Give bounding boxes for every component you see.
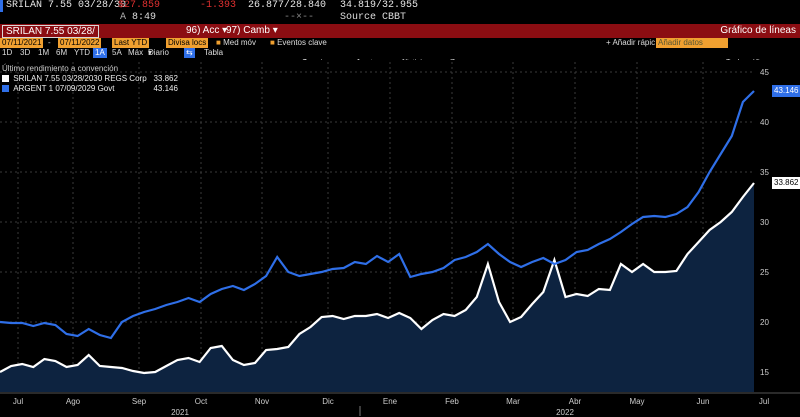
y-tick-label: 25 (760, 268, 769, 277)
edit-menu[interactable]: 97) Camb ▾ (226, 25, 278, 36)
actions-label: 96) Acc (186, 25, 220, 36)
legend-item[interactable]: SRILAN 7.55 03/28/2030 REGS Corp 33.862 (2, 74, 178, 84)
legend-swatch-argent (2, 85, 9, 92)
year-label: 2021 (171, 408, 189, 417)
time-text: 8:49 (132, 12, 157, 23)
range-ytd[interactable]: YTD (74, 48, 90, 57)
bid-ask-text: 26.877/28.840 (248, 0, 327, 11)
plus-icon: + (606, 38, 611, 47)
add-data-field[interactable]: Añadir datos (656, 38, 728, 48)
y-tick-label: 30 (760, 218, 769, 227)
x-tick-label: Oct (195, 397, 208, 406)
legend-value: 43.146 (153, 84, 178, 93)
legend: Último rendimiento a convención SRILAN 7… (2, 64, 178, 94)
x-tick-label: Sep (132, 397, 147, 406)
line-chart-icon[interactable]: ⇆ (184, 48, 195, 58)
legend-label: ARGENT 1 07/09/2029 Govt (13, 84, 115, 93)
price-text: $27.859 (118, 0, 161, 11)
security-field[interactable]: SRILAN 7.55 03/28/ (2, 25, 99, 38)
key-events-toggle[interactable]: ■ Eventos clave (268, 38, 329, 48)
x-tick-label: Mar (506, 397, 520, 406)
quote-header: SRILAN 7.55 03/28/30 $27.859 -1.393 26.8… (0, 0, 800, 12)
end-date-field[interactable]: 07/11/2022 (58, 38, 102, 48)
quick-add-label: Añadir rápic (612, 38, 656, 47)
checkbox-icon: ■ (270, 38, 275, 47)
x-tick-label: Dic (322, 397, 334, 406)
range-1m[interactable]: 1M (38, 48, 50, 57)
avg-label: Med móv (223, 38, 256, 47)
change-text: -1.393 (200, 0, 237, 11)
chart-title: Gráfico de líneas (720, 25, 796, 36)
range-6m[interactable]: 6M (56, 48, 68, 57)
x-tick-label: Nov (255, 397, 269, 406)
x-tick-label: Ago (66, 397, 81, 406)
year-label: 2022 (556, 408, 574, 417)
price-value: 27.859 (124, 0, 161, 11)
y-tick-label: 15 (760, 368, 769, 377)
x-tick-label: Feb (445, 397, 459, 406)
series-area-fill (0, 183, 754, 392)
range-bar: 1D 3D 1M 6M YTD 1A 5A Máx Diario ▾ ⇆ Tab… (0, 48, 800, 58)
actions-menu[interactable]: 96) Acc ▾ (186, 25, 227, 36)
quick-add-button[interactable]: + Añadir rápic (604, 38, 657, 48)
blue-marker (0, 0, 3, 12)
series-line-srilan (0, 182, 755, 375)
x-tick-label: May (629, 397, 644, 406)
range-text: 34.819/32.955 (340, 0, 419, 11)
frequency-label: Diario (148, 48, 169, 57)
range-5a[interactable]: 5A (112, 48, 122, 57)
currency-dropdown[interactable]: Divisa locs (166, 38, 209, 48)
range-3d[interactable]: 3D (20, 48, 31, 57)
time-prefix: A (120, 12, 127, 23)
x-tick-label: Abr (569, 397, 582, 406)
range-max[interactable]: Máx (128, 48, 144, 57)
date-controls: 07/11/2021 - 07/11/2022 Last YTD Divisa … (0, 38, 800, 48)
legend-swatch-srilan (2, 75, 9, 82)
chevron-down-icon: ▾ (148, 48, 153, 57)
source-text: Source CBBT (340, 12, 407, 23)
toolbar: SRILAN 7.55 03/28/ 96) Acc ▾ 97) Camb ▾ … (0, 24, 800, 38)
y-tick-label: 45 (760, 68, 769, 77)
chevron-down-icon: ▾ (272, 25, 278, 36)
x-tick-label: Ene (383, 397, 398, 406)
series-line-argent (0, 90, 755, 340)
date-separator: - (48, 38, 51, 47)
legend-label: SRILAN 7.55 03/28/2030 REGS Corp (13, 74, 147, 83)
x-tick-label: Jun (697, 397, 710, 406)
checkbox-icon: ■ (216, 38, 221, 47)
start-date-field[interactable]: 07/11/2021 (0, 38, 44, 48)
edit-label: 97) Camb (226, 25, 270, 36)
chevron-down-icon: ▾ (222, 25, 228, 36)
line-chart[interactable]: 15 20 25 30 35 40 45 Jul Ago Sep Oct Nov Dic Ene Feb Ma… (0, 60, 800, 417)
y-tick-label: 20 (760, 318, 769, 327)
legend-item[interactable]: ARGENT 1 07/09/2029 Govt 43.146 (2, 84, 178, 94)
table-button[interactable]: Tabla (204, 48, 224, 57)
x-tick-label: Jul (13, 397, 23, 406)
events-label: Eventos clave (277, 38, 327, 47)
y-tick-label: 40 (760, 118, 769, 127)
x-tick-label: Jul (759, 397, 769, 406)
last-value-argent: 43.146 (772, 85, 800, 97)
y-tick-label: 35 (760, 168, 769, 177)
quote-subheader: A 8:49 --×-- Source CBBT (0, 12, 800, 24)
range-1d[interactable]: 1D (2, 48, 13, 57)
ticker-text: SRILAN 7.55 03/28/30 (6, 0, 127, 11)
legend-value: 33.862 (153, 74, 178, 83)
dash-text: --×-- (284, 12, 315, 23)
range-1a[interactable]: 1A (93, 48, 107, 58)
legend-title: Último rendimiento a convención (2, 64, 119, 73)
period-dropdown[interactable]: Last YTD (112, 38, 150, 48)
moving-average-toggle[interactable]: ■ Med móv (214, 38, 258, 48)
last-value-srilan: 33.862 (772, 177, 800, 189)
